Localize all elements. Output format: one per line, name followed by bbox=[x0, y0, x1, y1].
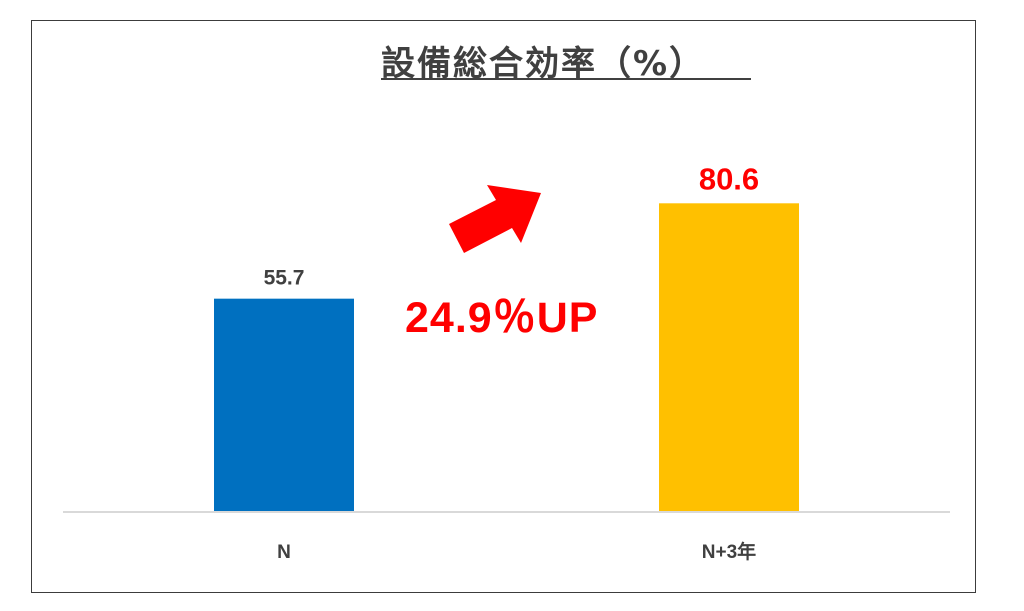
bar-n-plus-3 bbox=[659, 203, 799, 512]
increase-annotation: 24.9％UP bbox=[405, 294, 599, 342]
title-underline bbox=[381, 78, 751, 80]
up-right-arrow-icon bbox=[449, 185, 541, 253]
data-label-n-plus-3: 80.6 bbox=[699, 161, 759, 196]
data-label-n: 55.7 bbox=[264, 267, 305, 290]
bar-n bbox=[214, 298, 354, 512]
x-tick-label-n-plus-3: N+3年 bbox=[702, 540, 756, 563]
chart-title: 設備総合効率（%） bbox=[381, 44, 706, 84]
chart-frame bbox=[31, 20, 976, 593]
data-labels-group: 55.7 80.6 bbox=[264, 161, 760, 289]
x-tick-label-n: N bbox=[277, 542, 291, 563]
bars-group bbox=[214, 203, 799, 512]
tick-labels-group: N N+3年 bbox=[277, 540, 756, 563]
